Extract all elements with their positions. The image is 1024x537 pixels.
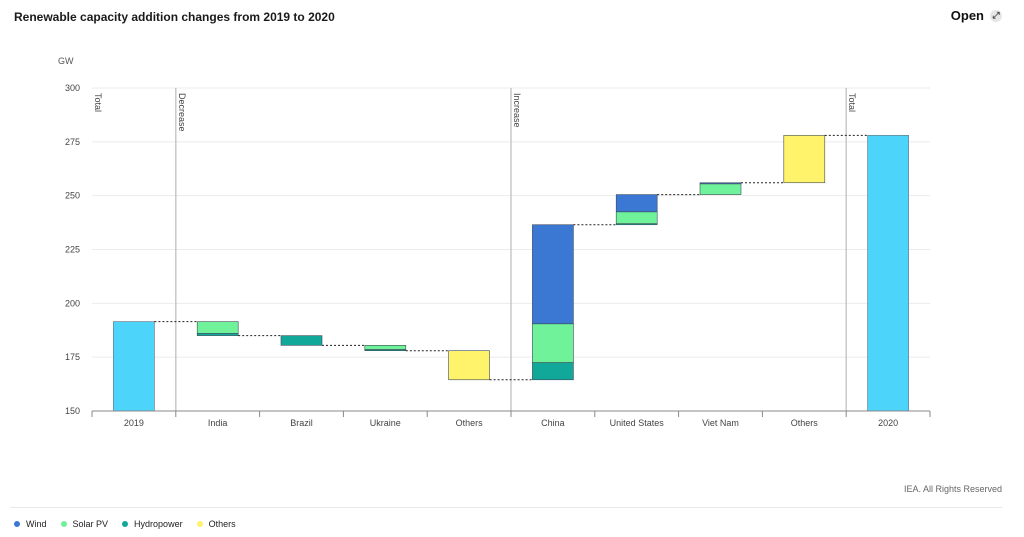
legend-dot-solar-pv xyxy=(60,521,67,527)
y-tick-label: 175 xyxy=(65,352,80,362)
bar-segment xyxy=(364,349,407,352)
legend-dot-wind xyxy=(14,521,20,527)
bar-segment xyxy=(196,321,239,334)
section-label: Total xyxy=(93,93,103,112)
bar-segment xyxy=(699,182,742,185)
x-tick-label: India xyxy=(208,418,228,428)
bar-total xyxy=(867,135,909,412)
x-tick-label: United States xyxy=(610,418,665,428)
bar-segment xyxy=(364,345,407,350)
section-label: Total xyxy=(847,93,857,112)
bar-segment xyxy=(532,323,574,363)
open-button[interactable]: Open ⤢ xyxy=(951,8,1002,23)
x-tick-label: Others xyxy=(791,418,819,428)
legend-dot-others xyxy=(196,521,203,527)
x-tick-label: China xyxy=(541,418,565,428)
bar-segment xyxy=(699,183,742,195)
copyright-text: IEA. All Rights Reserved xyxy=(903,484,1002,494)
section-label: Increase xyxy=(512,93,522,128)
section-label: Decrease xyxy=(177,93,187,132)
x-tick-label: Others xyxy=(456,418,484,428)
y-axis-label: GW xyxy=(58,56,74,66)
bar-segment xyxy=(532,224,574,325)
legend-label: Wind xyxy=(26,519,47,529)
chart-title: Renewable capacity addition changes from… xyxy=(14,10,335,24)
bar-segment xyxy=(196,333,239,336)
y-tick-label: 250 xyxy=(65,191,80,201)
legend-item-wind[interactable]: Wind xyxy=(14,519,47,529)
bar-segment xyxy=(615,194,658,213)
bar-segment xyxy=(280,335,323,346)
legend-dot-hydropower xyxy=(122,521,129,527)
bar-total xyxy=(113,321,155,412)
legend-label: Others xyxy=(208,519,236,529)
y-tick-label: 300 xyxy=(65,83,80,93)
legend-item-hydropower[interactable]: Hydropower xyxy=(122,519,183,529)
legend-label: Solar PV xyxy=(72,519,109,529)
x-tick-label: Ukraine xyxy=(370,418,401,428)
x-tick-label: 2020 xyxy=(878,418,898,428)
bar-segment xyxy=(532,362,574,381)
legend: Wind Solar PV Hydropower Others xyxy=(14,519,236,529)
x-tick-label: 2019 xyxy=(124,418,144,428)
y-tick-label: 200 xyxy=(65,298,80,308)
x-tick-label: Viet Nam xyxy=(702,418,739,428)
legend-label: Hydropower xyxy=(134,519,183,529)
y-tick-label: 150 xyxy=(65,406,80,416)
bar-segment xyxy=(448,350,490,381)
legend-item-solar-pv[interactable]: Solar PV xyxy=(60,519,109,529)
legend-divider xyxy=(10,507,1002,508)
bar-segment xyxy=(783,135,826,184)
x-tick-label: Brazil xyxy=(290,418,313,428)
open-button-label: Open xyxy=(950,8,984,23)
expand-icon: ⤢ xyxy=(990,9,1002,22)
bar-segment xyxy=(615,211,658,224)
y-tick-label: 225 xyxy=(65,245,80,255)
y-tick-label: 275 xyxy=(65,137,80,147)
legend-item-others[interactable]: Others xyxy=(196,519,236,529)
